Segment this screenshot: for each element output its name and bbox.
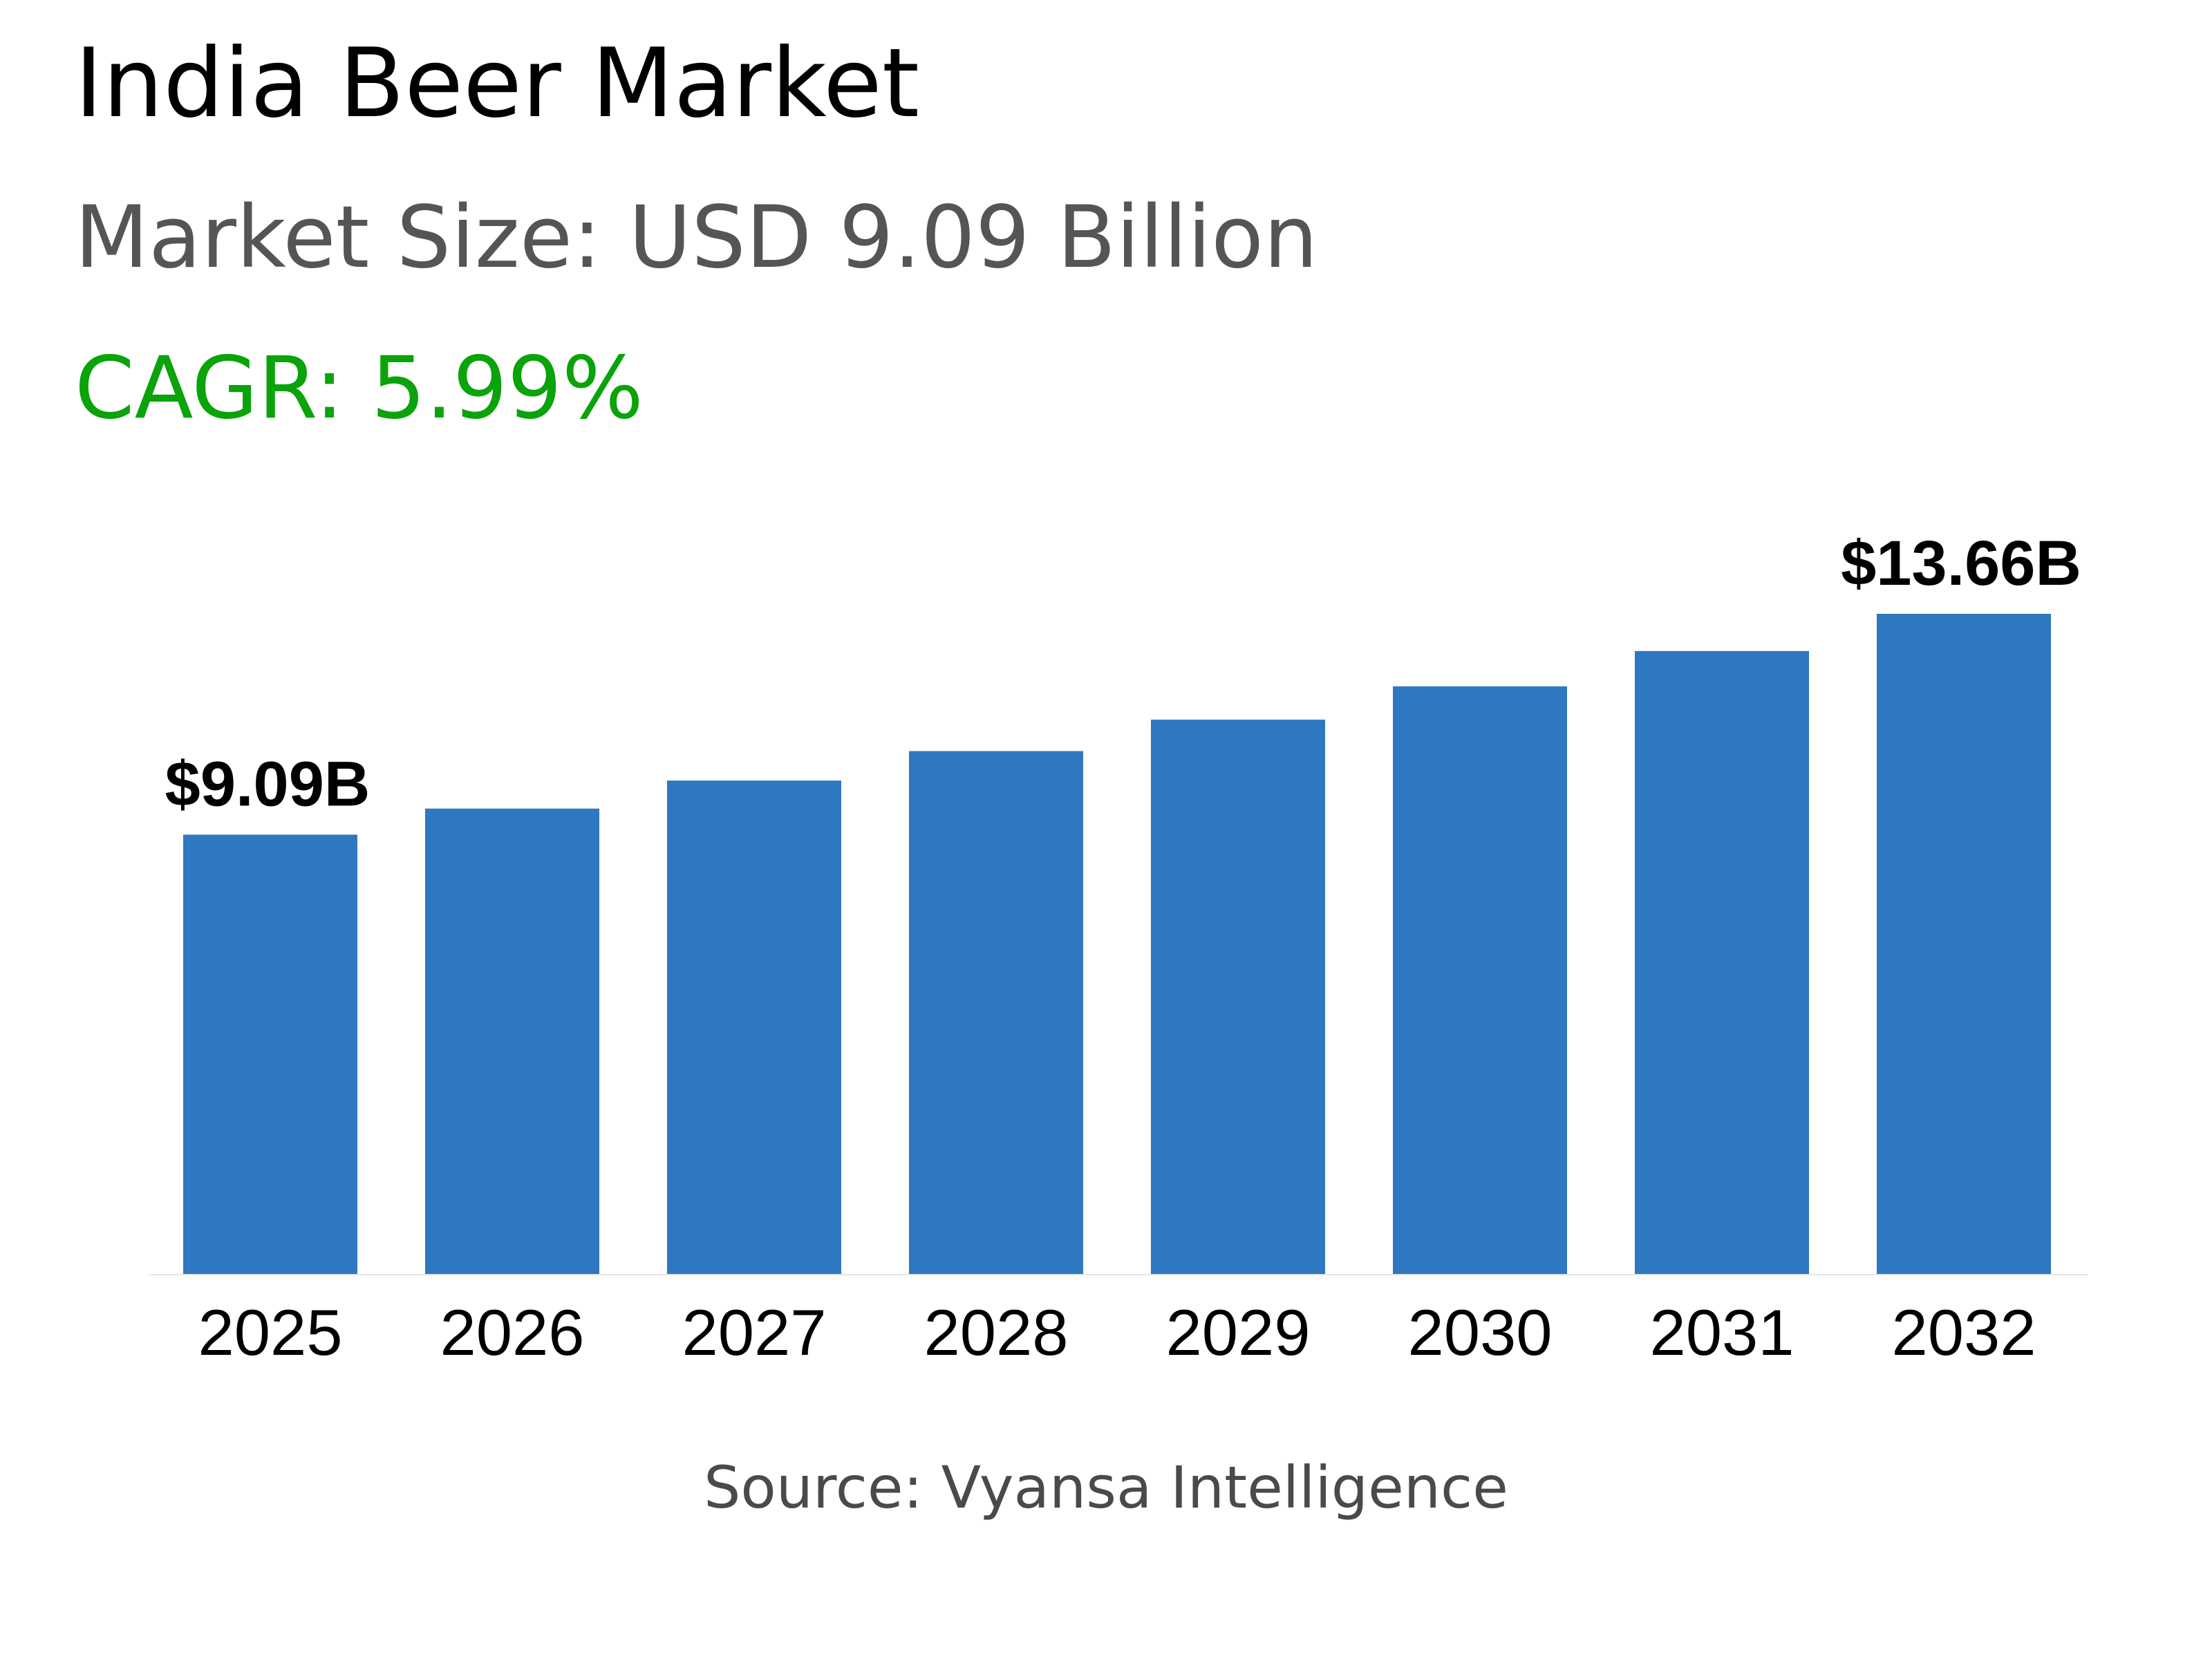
bar-2028 (909, 751, 1083, 1274)
x-tick-label-2027: 2027 (682, 1296, 826, 1369)
chart-title: India Beer Market (75, 28, 919, 139)
x-tick-label-2032: 2032 (1891, 1296, 2036, 1369)
bar-2029 (1151, 720, 1325, 1274)
cagr-subtitle: CAGR: 5.99% (75, 339, 644, 438)
x-tick-label-2031: 2031 (1649, 1296, 1794, 1369)
bar-2026 (425, 808, 599, 1274)
bar-2031 (1635, 650, 1809, 1274)
market-size-subtitle: Market Size: USD 9.09 Billion (75, 188, 1318, 288)
x-tick-label-2030: 2030 (1407, 1296, 1552, 1369)
bar-2032 (1877, 614, 2051, 1274)
x-tick-label-2028: 2028 (924, 1296, 1068, 1369)
bar-2030 (1393, 686, 1567, 1274)
x-tick-label-2026: 2026 (440, 1296, 584, 1369)
data-label-2025: $9.09B (165, 749, 371, 819)
bar-2027 (667, 780, 841, 1274)
bar-2025 (183, 834, 357, 1274)
data-label-2032: $13.66B (1841, 528, 2081, 599)
x-tick-label-2029: 2029 (1165, 1296, 1310, 1369)
x-tick-label-2025: 2025 (198, 1296, 342, 1369)
source-note: Source: Vyansa Intelligence (704, 1454, 1508, 1521)
